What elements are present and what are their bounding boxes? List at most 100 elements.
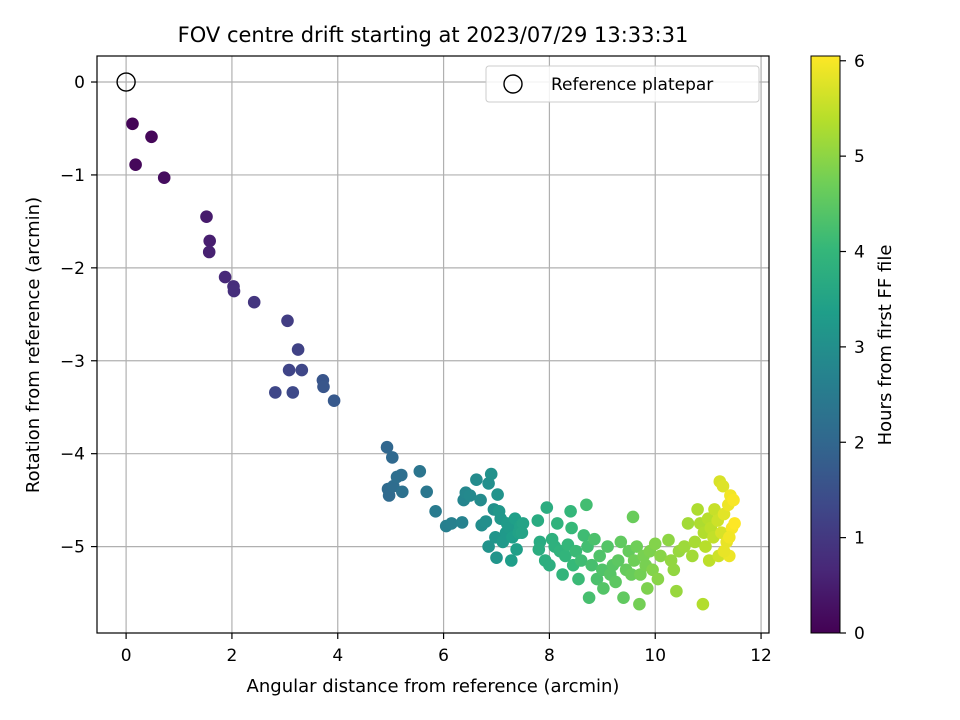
data-point — [654, 549, 667, 563]
x-tick-label: 8 — [544, 646, 555, 666]
data-point — [202, 245, 216, 259]
data-point — [396, 485, 409, 499]
data-point — [662, 533, 675, 547]
y-tick-label: −2 — [60, 259, 85, 279]
colorbar-tick-label: 5 — [854, 147, 865, 167]
colorbar-tick-label: 1 — [854, 529, 865, 549]
legend: Reference platepar — [485, 65, 760, 103]
data-point — [634, 568, 647, 581]
data-point — [625, 568, 638, 581]
y-axis-ticks: 0 −1 −2 −3 −4 −5 — [60, 73, 97, 558]
data-point — [281, 314, 294, 328]
colorbar-title: Hours from first FF file — [875, 245, 896, 446]
legend-entry-reference-platepar: Reference platepar — [551, 75, 713, 95]
data-point — [386, 451, 399, 464]
data-point — [516, 517, 530, 530]
data-point — [505, 554, 518, 567]
plot-frame — [96, 55, 770, 634]
data-point — [609, 575, 622, 589]
data-point — [484, 467, 498, 481]
data-point — [577, 529, 591, 542]
data-point — [380, 440, 394, 454]
data-point — [286, 386, 300, 399]
data-points — [126, 117, 741, 611]
data-point — [648, 537, 662, 551]
data-point — [688, 535, 702, 549]
data-point — [565, 521, 578, 535]
data-point — [247, 295, 261, 309]
data-point — [515, 526, 529, 539]
y-tick-label: −3 — [60, 352, 85, 372]
colorbar: 0 1 2 3 4 5 6 Hours from first FF file — [810, 52, 896, 644]
chart-title: FOV centre drift starting at 2023/07/29 … — [178, 23, 689, 47]
data-point — [218, 270, 232, 284]
data-point — [564, 505, 577, 518]
data-point — [470, 473, 483, 487]
data-point — [540, 501, 554, 514]
colorbar-tick-label: 4 — [854, 243, 865, 263]
data-point — [463, 489, 477, 502]
data-point — [699, 540, 712, 553]
data-point — [728, 517, 741, 530]
data-point — [126, 117, 139, 131]
data-point — [269, 386, 282, 399]
x-axis-ticks: 0 2 4 6 8 10 12 — [121, 633, 772, 666]
y-tick-label: 0 — [74, 73, 85, 93]
data-point — [597, 582, 610, 595]
data-point — [593, 549, 606, 563]
data-point — [686, 549, 699, 563]
colorbar-tick-label: 6 — [854, 52, 865, 72]
data-point — [727, 493, 740, 507]
data-point — [716, 479, 730, 493]
y-tick-label: −4 — [60, 445, 85, 465]
legend-reference-marker-icon — [503, 74, 523, 94]
colorbar-ticks: 0 1 2 3 4 5 6 — [840, 52, 865, 644]
data-point — [282, 363, 296, 377]
x-axis-title: Angular distance from reference (arcmin) — [247, 676, 620, 697]
reference-marker-layer — [116, 72, 136, 92]
data-point — [532, 543, 546, 556]
data-point — [614, 535, 628, 549]
data-point — [429, 505, 442, 518]
data-point — [479, 515, 493, 528]
data-point — [531, 514, 545, 527]
data-point — [327, 394, 341, 408]
colorbar-tick-label: 3 — [854, 338, 865, 358]
data-point — [641, 582, 654, 595]
data-point — [482, 540, 495, 553]
data-point — [601, 540, 614, 553]
data-point — [291, 343, 305, 356]
data-point — [551, 517, 564, 530]
data-point — [569, 544, 583, 558]
data-point — [667, 563, 681, 577]
data-point — [474, 493, 487, 507]
data-point — [708, 503, 721, 516]
data-point — [582, 591, 596, 604]
data-point — [633, 597, 646, 611]
colorbar-tick-label: 2 — [854, 433, 865, 453]
data-point — [717, 544, 731, 558]
legend-box — [485, 65, 760, 103]
data-point — [681, 517, 695, 530]
x-tick-label: 2 — [227, 646, 238, 666]
x-tick-label: 0 — [121, 646, 132, 666]
x-tick-label: 6 — [438, 646, 449, 666]
data-point — [611, 554, 625, 567]
y-tick-label: −5 — [60, 538, 85, 558]
data-point — [574, 554, 588, 567]
y-tick-label: −1 — [60, 166, 85, 186]
data-point — [510, 543, 523, 556]
data-point — [395, 468, 408, 482]
data-point — [129, 158, 142, 171]
data-point — [200, 210, 213, 223]
data-point — [556, 568, 569, 581]
data-point — [559, 549, 572, 563]
data-point — [678, 540, 691, 553]
data-point — [651, 572, 665, 586]
data-point — [696, 597, 710, 611]
data-point — [145, 130, 158, 144]
data-point — [723, 531, 736, 544]
data-point — [626, 510, 640, 524]
data-point — [617, 591, 630, 604]
data-point — [572, 572, 585, 586]
